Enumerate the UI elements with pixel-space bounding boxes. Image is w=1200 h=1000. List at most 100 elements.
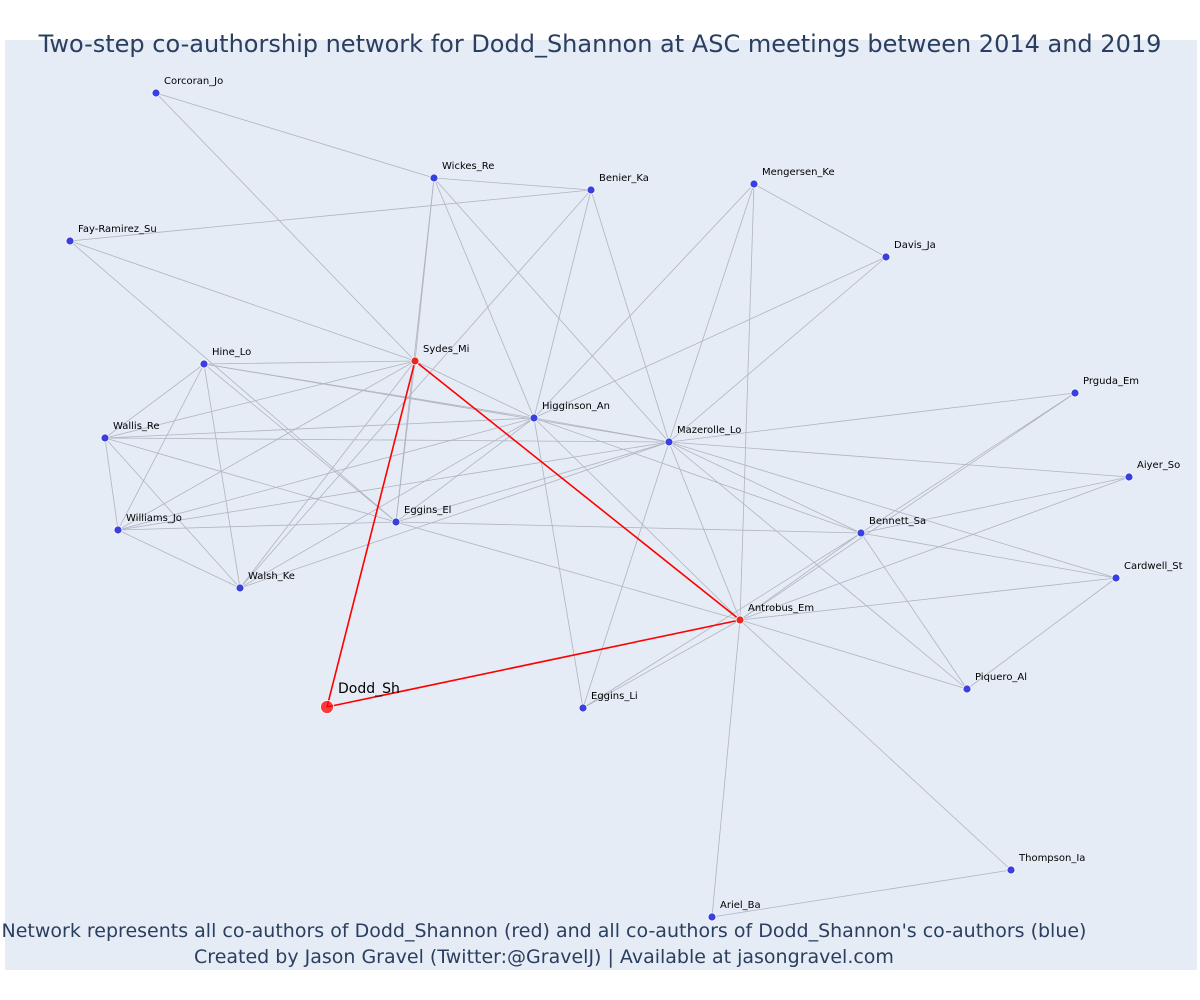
edge [117,363,205,531]
node-marker[interactable] [235,583,245,593]
edge [860,392,1076,534]
node-marker[interactable] [529,413,539,423]
edge [533,189,592,419]
node-marker[interactable] [881,252,891,262]
node-hine_lo[interactable]: Hine_Lo [199,347,251,369]
edge [590,189,670,443]
node-marker[interactable] [429,173,439,183]
node-cardwell_st[interactable]: Cardwell_St [1111,561,1183,583]
nodes-layer: Dodd_Sh Sydes_Mi Antrobus_Em Corcoran_Jo Wic… [65,76,1183,922]
node-higginson_an[interactable]: Higginson_An [529,401,610,423]
node-label: Wallis_Re [113,421,160,432]
node-marker[interactable] [320,700,334,714]
node-marker[interactable] [65,236,75,246]
node-eggins_li[interactable]: Eggins_Li [578,691,638,713]
node-dodd_sh[interactable]: Dodd_Sh [320,681,400,714]
node-marker[interactable] [391,517,401,527]
node-eggins_el[interactable]: Eggins_El [391,505,451,527]
edges-layer [69,92,1130,918]
edge [203,363,535,419]
node-label: Eggins_El [404,505,451,516]
edge [739,619,968,690]
edge [239,360,416,589]
edge [860,532,968,690]
node-label: Mengersen_Ke [762,167,835,178]
node-marker[interactable] [735,615,745,625]
node-label: Hine_Lo [212,347,251,358]
node-marker[interactable] [113,525,123,535]
edge [326,360,416,708]
node-aiyer_so[interactable]: Aiyer_So [1124,460,1180,482]
edge [395,521,741,621]
node-label: Prguda_Em [1083,376,1139,387]
edge [104,437,670,443]
edge [860,532,1117,579]
node-bennett_sa[interactable]: Bennett_Sa [856,516,926,538]
node-wickes_re[interactable]: Wickes_Re [429,161,494,183]
edge [739,183,755,621]
edge [239,417,535,589]
node-label: Mazerolle_Lo [677,425,741,436]
node-label: Benier_Ka [599,173,649,184]
edge [239,189,592,589]
edge [668,441,1117,579]
node-marker[interactable] [856,528,866,538]
node-sydes_mi[interactable]: Sydes_Mi [410,344,469,366]
node-label: Corcoran_Jo [164,76,223,87]
node-label: Williams_Jo [126,513,182,524]
node-marker[interactable] [707,912,717,922]
edge [155,92,416,362]
edge [69,189,592,242]
chart-title: Two-step co-authorship network for Dodd_… [38,30,1162,58]
edge [739,532,862,621]
edge [117,360,416,531]
node-marker[interactable] [100,433,110,443]
edge [69,240,416,362]
node-marker[interactable] [664,437,674,447]
edge [582,619,741,709]
node-marker[interactable] [586,185,596,195]
node-marker[interactable] [1006,865,1016,875]
edge [668,441,741,621]
node-williams_jo[interactable]: Williams_Jo [113,513,182,535]
node-marker[interactable] [578,703,588,713]
node-thompson_ia[interactable]: Thompson_Ia [1006,853,1085,875]
node-label: Davis_Ja [894,240,936,251]
node-marker[interactable] [199,359,209,369]
node-benier_ka[interactable]: Benier_Ka [586,173,649,195]
edge [668,441,1130,478]
node-label: Antrobus_Em [748,603,814,614]
node-marker[interactable] [1124,472,1134,482]
node-marker[interactable] [410,356,420,366]
node-fay-ramirez_su[interactable]: Fay-Ramirez_Su [65,224,157,246]
edge [433,177,592,191]
node-marker[interactable] [1070,388,1080,398]
edge [533,256,887,419]
node-davis_ja[interactable]: Davis_Ja [881,240,936,262]
node-label: Fay-Ramirez_Su [78,224,157,235]
edge [582,441,670,709]
node-walsh_ke[interactable]: Walsh_Ke [235,571,295,593]
edge [104,437,241,589]
node-marker[interactable] [1111,573,1121,583]
edge [668,392,1076,443]
edge [414,360,741,621]
edge [104,437,119,531]
node-marker[interactable] [962,684,972,694]
node-wallis_re[interactable]: Wallis_Re [100,421,160,443]
node-marker[interactable] [749,179,759,189]
node-mengersen_ke[interactable]: Mengersen_Ke [749,167,835,189]
node-mazerolle_lo[interactable]: Mazerolle_Lo [664,425,741,447]
node-piquero_al[interactable]: Piquero_Al [962,672,1027,694]
node-label: Piquero_Al [975,672,1027,683]
node-prguda_em[interactable]: Prguda_Em [1070,376,1139,398]
node-marker[interactable] [151,88,161,98]
node-antrobus_em[interactable]: Antrobus_Em [735,603,814,625]
node-ariel_ba[interactable]: Ariel_Ba [707,900,761,922]
edge [668,183,755,443]
edge [668,441,968,690]
edge [739,619,1012,871]
node-corcoran_jo[interactable]: Corcoran_Jo [151,76,223,98]
edge [533,417,584,709]
